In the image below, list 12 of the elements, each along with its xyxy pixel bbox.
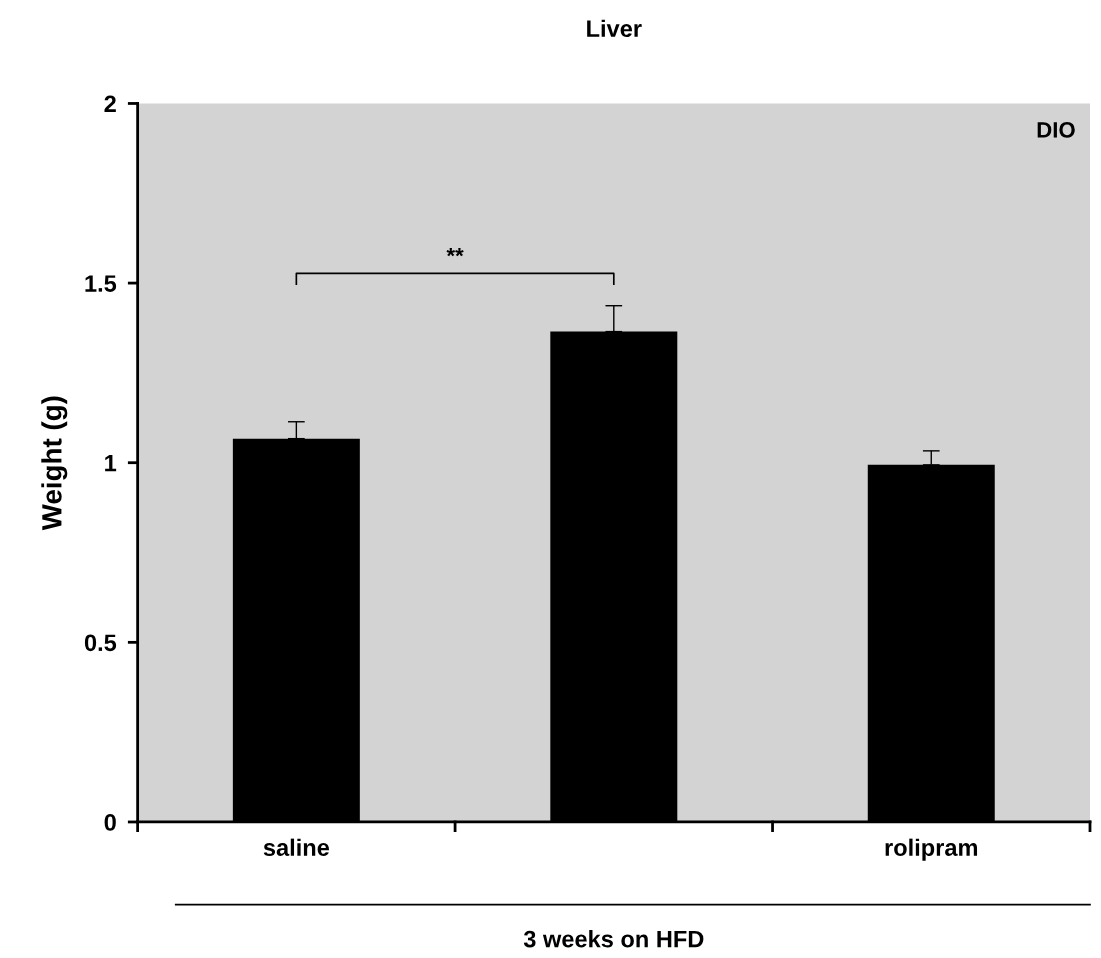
x-tick-label: rolipram xyxy=(885,838,978,861)
y-tick-label: 2 xyxy=(104,95,116,113)
y-tick-label: 0.5 xyxy=(84,634,117,652)
y-tick-label: 0 xyxy=(104,814,116,831)
y-tick-label: 1 xyxy=(105,455,117,472)
x-axis-title: 3 weeks on HFD xyxy=(523,930,704,948)
chart-title: Liver xyxy=(587,19,642,38)
y-tick-label: 1.5 xyxy=(85,275,117,292)
x-tick-label: saline xyxy=(263,838,330,856)
annotation: DIO xyxy=(1037,122,1075,138)
annotation: ** xyxy=(446,248,464,257)
y-axis-title: Weight (g) xyxy=(41,396,68,531)
